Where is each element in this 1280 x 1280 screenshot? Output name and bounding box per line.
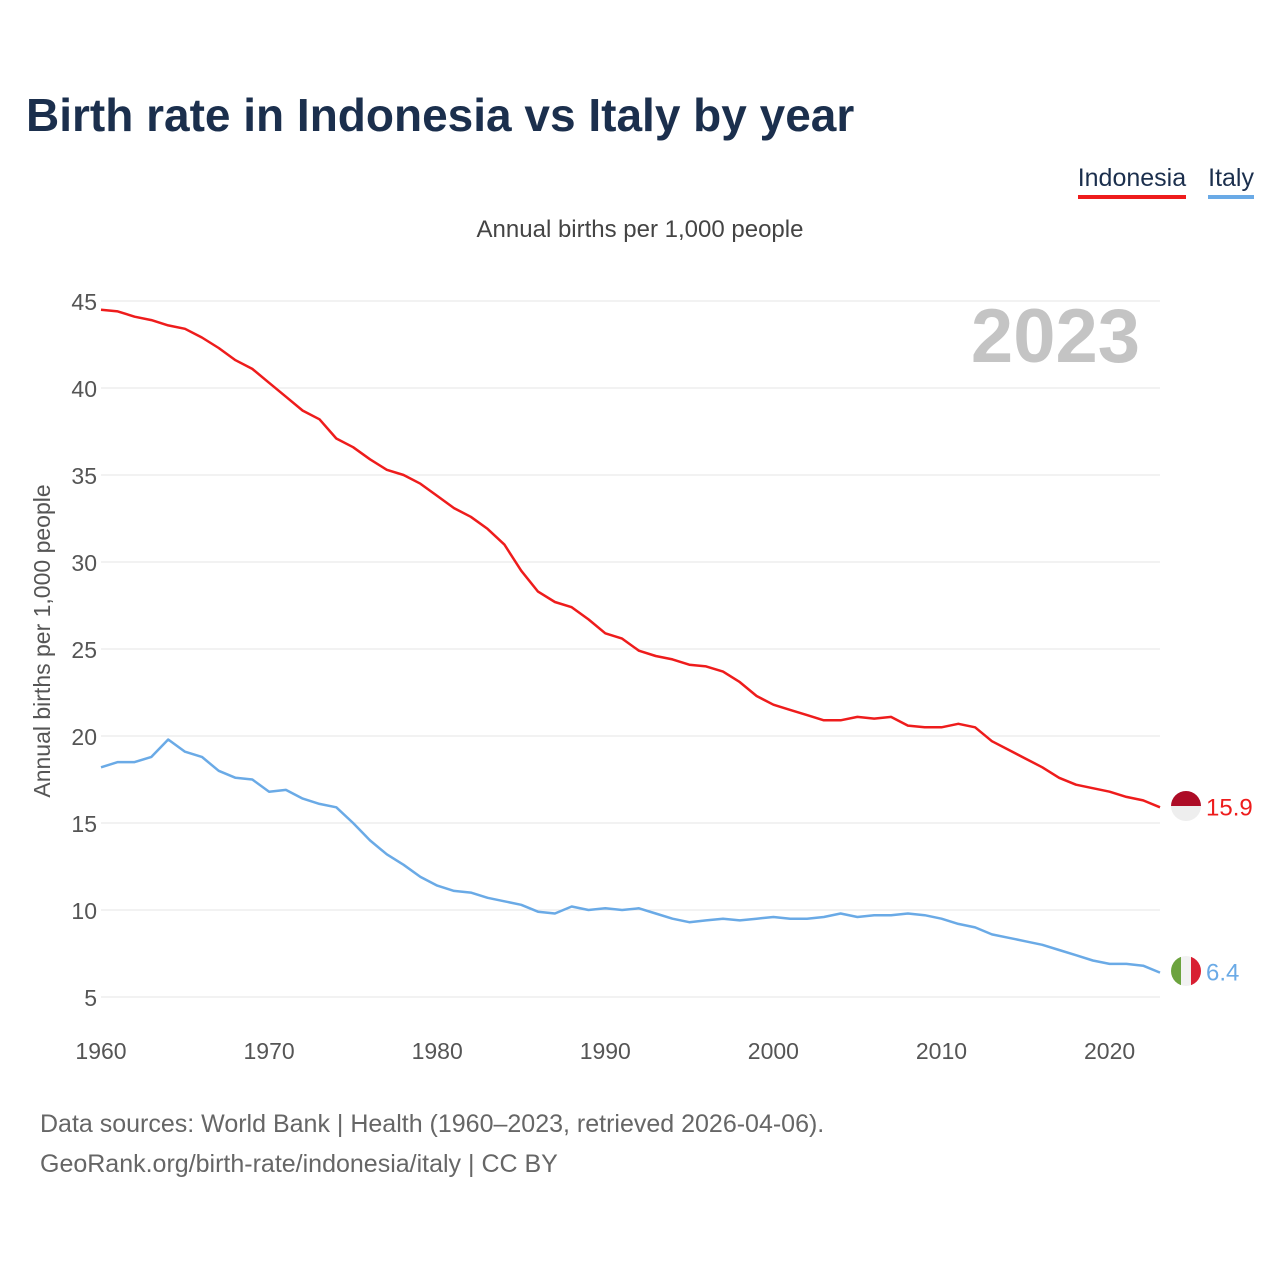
- x-tick-label: 1990: [580, 1038, 631, 1064]
- y-tick-label: 10: [71, 898, 97, 924]
- italy-flag-icon: [1171, 956, 1201, 986]
- x-tick-label: 2010: [916, 1038, 967, 1064]
- x-tick-label: 1970: [244, 1038, 295, 1064]
- series-line-italy: [100, 738, 1161, 974]
- x-tick-label: 1960: [75, 1038, 126, 1064]
- y-tick-label: 30: [71, 550, 97, 576]
- legend-item-italy[interactable]: Italy: [1208, 164, 1254, 199]
- source-link[interactable]: GeoRank.org/birth-rate/indonesia/italy |…: [40, 1150, 558, 1178]
- y-tick-label: 35: [71, 463, 97, 489]
- chart-subtitle: Annual births per 1,000 people: [476, 216, 804, 243]
- y-tick-label: 40: [71, 376, 97, 402]
- y-tick-label: 20: [71, 724, 97, 750]
- y-tick-label: 15: [71, 811, 97, 837]
- x-tick-label: 2000: [748, 1038, 799, 1064]
- end-value-label-italy: 6.4: [1206, 960, 1239, 987]
- indonesia-flag-icon: [1171, 791, 1201, 821]
- y-tick-label: 45: [71, 289, 97, 315]
- x-tick-label: 1980: [412, 1038, 463, 1064]
- data-source-text: Data sources: World Bank | Health (1960–…: [40, 1110, 825, 1138]
- end-value-label-indonesia: 15.9: [1206, 794, 1253, 821]
- chart-title: Birth rate in Indonesia vs Italy by year: [26, 89, 855, 141]
- footer: Data sources: World Bank | Health (1960–…: [40, 1104, 824, 1184]
- legend-item-indonesia[interactable]: Indonesia: [1077, 164, 1187, 199]
- series-line-indonesia: [100, 308, 1161, 809]
- y-tick-label: 25: [71, 637, 97, 663]
- year-watermark: 2023: [971, 294, 1140, 379]
- y-tick-label: 5: [84, 985, 97, 1011]
- legend: Indonesia Italy: [1077, 164, 1254, 199]
- y-axis-label: Annual births per 1,000 people: [29, 484, 55, 797]
- x-tick-label: 2020: [1084, 1038, 1135, 1064]
